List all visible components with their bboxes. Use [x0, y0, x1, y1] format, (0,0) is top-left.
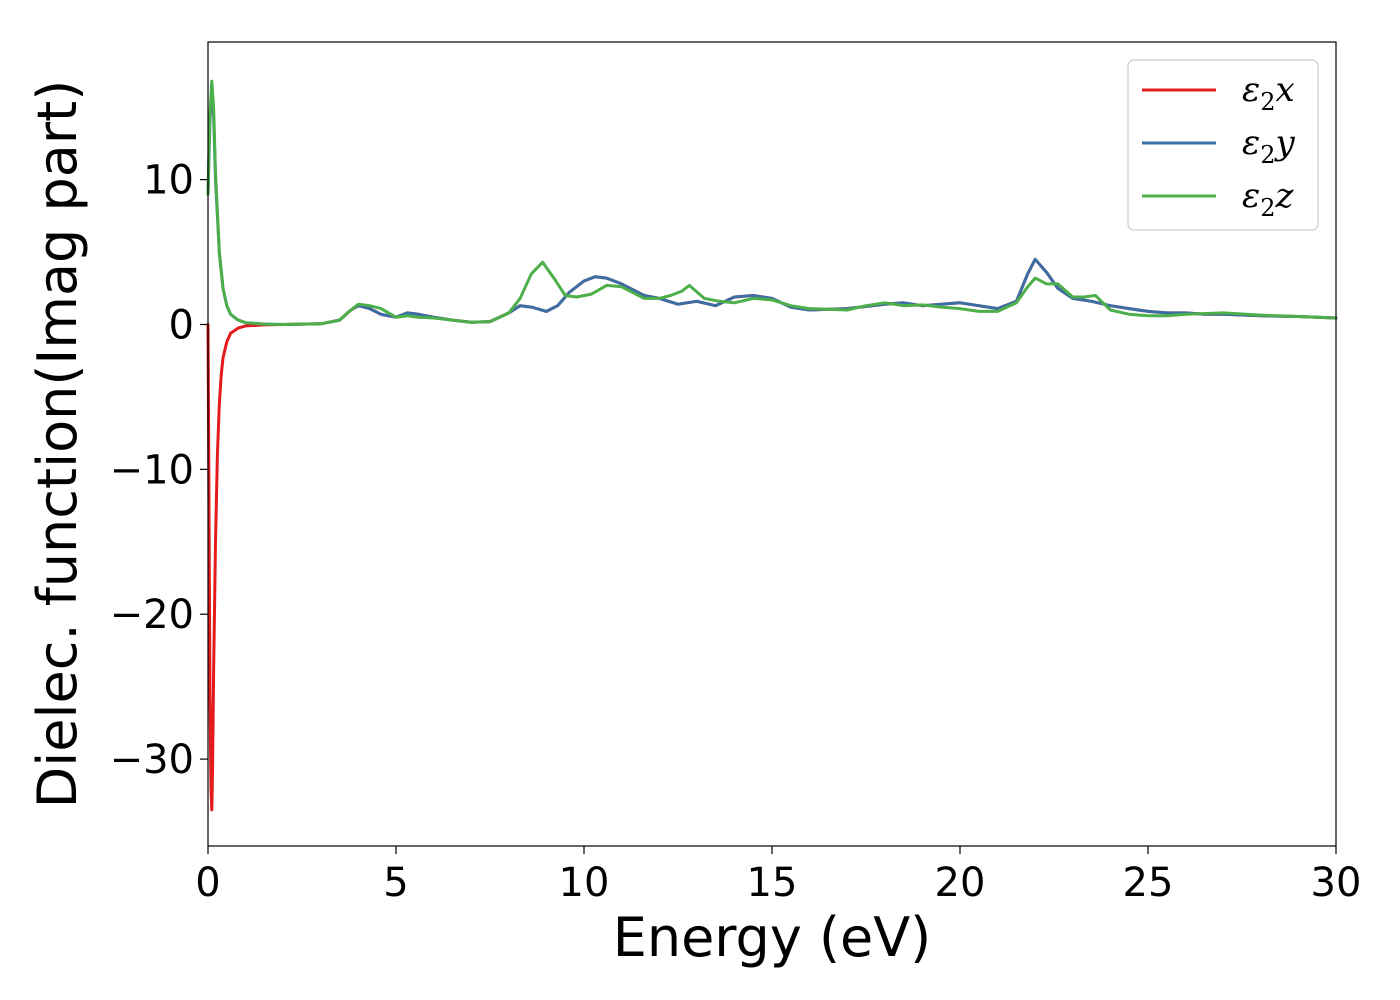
- x-axis-ticks: 0 5 10 15 20 25 30: [195, 846, 1361, 906]
- x-tick-label: 10: [559, 860, 610, 906]
- legend-subscript: 2: [1260, 88, 1275, 116]
- legend-axis: y: [1274, 123, 1296, 163]
- series-layer: [206, 79, 1338, 812]
- x-tick-label: 5: [383, 860, 408, 906]
- x-axis-label: Energy (eV): [613, 906, 932, 969]
- legend-label-x: ε2x: [1242, 70, 1295, 116]
- legend-axis: x: [1276, 70, 1295, 110]
- legend-symbol: ε: [1242, 123, 1260, 163]
- legend-subscript: 2: [1260, 194, 1275, 222]
- legend-label-z: ε2z: [1242, 176, 1295, 222]
- y-tick-label: 10: [143, 158, 194, 204]
- y-axis-label: Dielec. function(Imag part): [26, 80, 89, 809]
- legend-axis: z: [1275, 176, 1295, 216]
- legend-symbol: ε: [1242, 70, 1260, 110]
- legend-symbol: ε: [1242, 176, 1260, 216]
- x-tick-label: 25: [1123, 860, 1174, 906]
- x-tick-label: 0: [195, 860, 220, 906]
- y-axis-ticks: −30 −20 −10 0 10: [110, 158, 208, 783]
- y-tick-label: 0: [169, 302, 194, 348]
- series-line-z: [206, 79, 1338, 326]
- legend-box: [1127, 59, 1319, 231]
- x-tick-label: 30: [1311, 860, 1362, 906]
- legend-subscript: 2: [1260, 141, 1275, 169]
- y-tick-label: −20: [110, 592, 194, 638]
- y-tick-label: −10: [110, 447, 194, 493]
- y-tick-label: −30: [110, 737, 194, 783]
- x-tick-label: 20: [935, 860, 986, 906]
- x-tick-label: 15: [747, 860, 798, 906]
- legend-label-y: ε2y: [1242, 123, 1296, 169]
